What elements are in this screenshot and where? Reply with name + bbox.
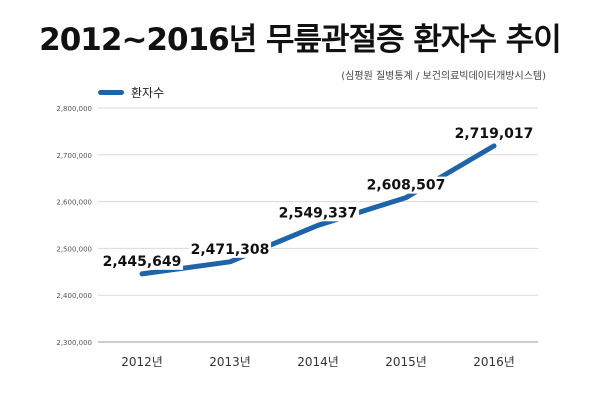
data-label-background bbox=[100, 252, 184, 270]
data-label-background bbox=[188, 240, 272, 258]
x-tick-label: 2012년 bbox=[121, 355, 163, 369]
x-tick-label: 2014년 bbox=[297, 355, 339, 369]
legend-label: 환자수 bbox=[131, 85, 165, 100]
data-label: 2,445,649 bbox=[103, 254, 182, 270]
x-tick-labels: 2012년 2013년 2014년 2015년 2016년 bbox=[121, 355, 515, 369]
x-tick-label: 2013년 bbox=[209, 355, 251, 369]
y-tick-label: 2,500,000 bbox=[56, 245, 92, 253]
data-label-background bbox=[276, 204, 360, 222]
data-label: 2,471,308 bbox=[191, 242, 270, 258]
y-tick-label: 2,300,000 bbox=[56, 339, 92, 347]
x-tick-label: 2016년 bbox=[473, 355, 515, 369]
y-tick-label: 2,700,000 bbox=[56, 152, 92, 160]
y-tick-label: 2,400,000 bbox=[56, 292, 92, 300]
y-tick-labels: 2,300,000 2,400,000 2,500,000 2,600,000 2,70… bbox=[56, 105, 92, 347]
y-tick-label: 2,800,000 bbox=[56, 105, 92, 113]
data-label: 2,608,507 bbox=[367, 178, 446, 194]
gridlines bbox=[98, 107, 538, 343]
data-labels: 2,445,649 2,471,308 2,549,337 2,608,507 2,71… bbox=[100, 124, 536, 270]
data-label-background bbox=[452, 124, 536, 142]
legend-swatch bbox=[98, 89, 124, 95]
data-label: 2,549,337 bbox=[279, 205, 358, 221]
x-tick-label: 2015년 bbox=[385, 355, 427, 369]
legend: 환자수 bbox=[98, 85, 165, 100]
chart-title: 2012~2016년 무릎관절증 환자수 추이 bbox=[39, 22, 562, 58]
data-label: 2,719,017 bbox=[455, 126, 534, 142]
y-tick-label: 2,600,000 bbox=[56, 199, 92, 207]
data-source-note: (심평원 질병통계 / 보건의료빅데이터개방시스템) bbox=[341, 71, 546, 82]
data-label-background bbox=[364, 176, 448, 194]
